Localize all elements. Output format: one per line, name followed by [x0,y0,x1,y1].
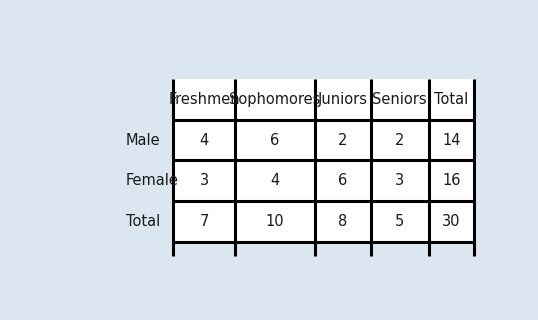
Text: Total: Total [125,214,160,229]
Text: 16: 16 [442,173,461,188]
Bar [173,79,474,242]
Text: 5: 5 [395,214,404,229]
Text: 2: 2 [338,132,348,148]
Text: 4: 4 [271,173,280,188]
Text: Total: Total [434,92,469,107]
Text: 30: 30 [442,214,461,229]
Bar [173,79,474,242]
Text: 3: 3 [200,173,209,188]
Text: Female: Female [125,173,179,188]
Text: Sophomores: Sophomores [229,92,321,107]
Text: 8: 8 [338,214,348,229]
Text: 6: 6 [271,132,280,148]
Text: 3: 3 [395,173,404,188]
Text: Male: Male [125,132,160,148]
Text: 4: 4 [200,132,209,148]
Text: 6: 6 [338,173,348,188]
Text: Seniors: Seniors [372,92,427,107]
Text: 2: 2 [395,132,405,148]
Text: 7: 7 [200,214,209,229]
Text: Freshmen: Freshmen [168,92,240,107]
Text: 10: 10 [266,214,285,229]
Text: 14: 14 [442,132,461,148]
Text: Juniors: Juniors [318,92,367,107]
